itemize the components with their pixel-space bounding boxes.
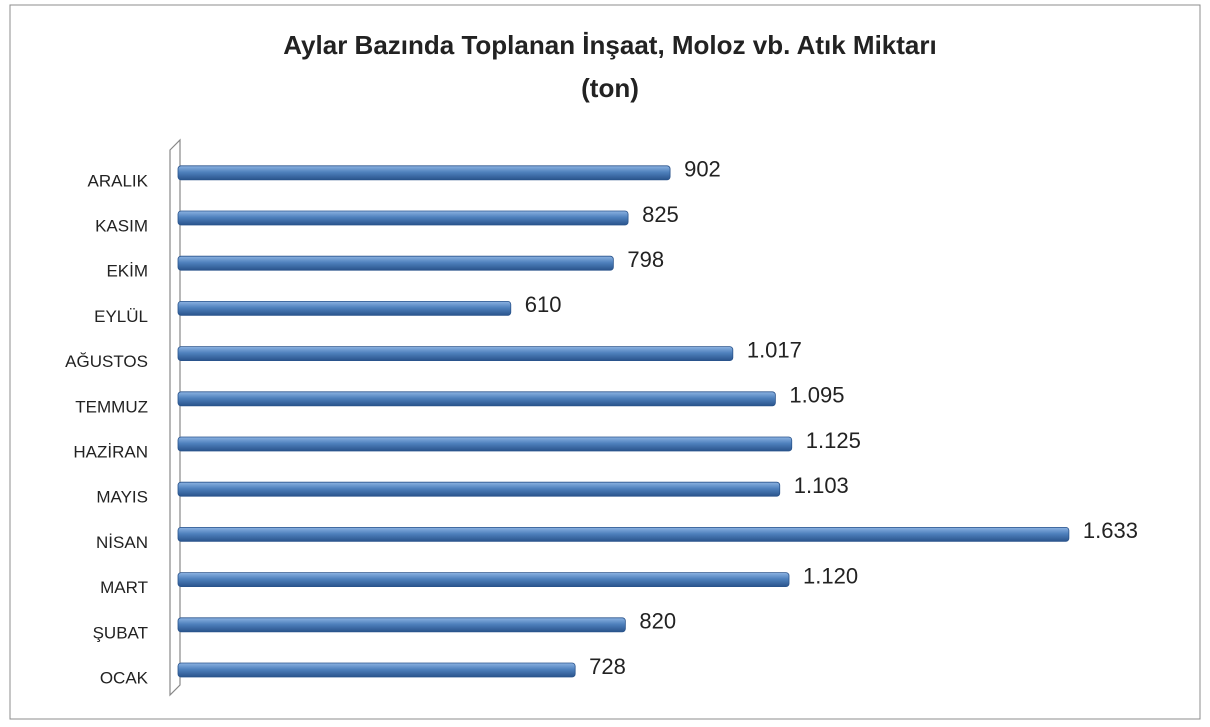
- bar: [177, 527, 1070, 542]
- category-label: EYLÜL: [94, 307, 148, 326]
- bar: [177, 255, 614, 271]
- value-label: 728: [589, 654, 626, 679]
- value-label: 1.125: [806, 428, 861, 453]
- category-label: MART: [100, 578, 148, 597]
- bar: [177, 572, 790, 587]
- bar: [177, 300, 512, 316]
- bar: [177, 662, 576, 678]
- category-label: NİSAN: [96, 533, 148, 552]
- value-label: 1.120: [803, 563, 858, 588]
- bar: [177, 165, 671, 181]
- bar: [177, 346, 734, 362]
- chart-subtitle: (ton): [581, 73, 639, 103]
- bar: [177, 617, 626, 633]
- category-label: TEMMUZ: [75, 397, 148, 416]
- value-label: 1.095: [789, 383, 844, 408]
- category-label: MAYIS: [96, 488, 148, 507]
- category-label: KASIM: [95, 216, 148, 235]
- category-label: HAZİRAN: [73, 442, 148, 461]
- axis-wall: [169, 138, 181, 697]
- value-label: 820: [639, 609, 676, 634]
- value-label: 1.103: [794, 473, 849, 498]
- category-label: OCAK: [100, 668, 149, 687]
- category-label: ARALIK: [88, 171, 149, 190]
- category-label: AĞUSTOS: [65, 352, 148, 371]
- category-label: ŞUBAT: [93, 623, 148, 642]
- bar: [177, 210, 629, 226]
- value-label: 902: [684, 157, 721, 182]
- value-label: 825: [642, 202, 679, 227]
- category-label: EKİM: [106, 262, 148, 281]
- value-label: 610: [525, 292, 562, 317]
- bar: [177, 436, 793, 452]
- bar: [177, 481, 781, 497]
- value-label: 1.633: [1083, 518, 1138, 543]
- chart-frame: [9, 4, 1201, 720]
- value-label: 1.017: [747, 337, 802, 362]
- chart-title: Aylar Bazında Toplanan İnşaat, Moloz vb.…: [283, 30, 936, 60]
- value-label: 798: [627, 247, 664, 272]
- bar: [177, 391, 776, 407]
